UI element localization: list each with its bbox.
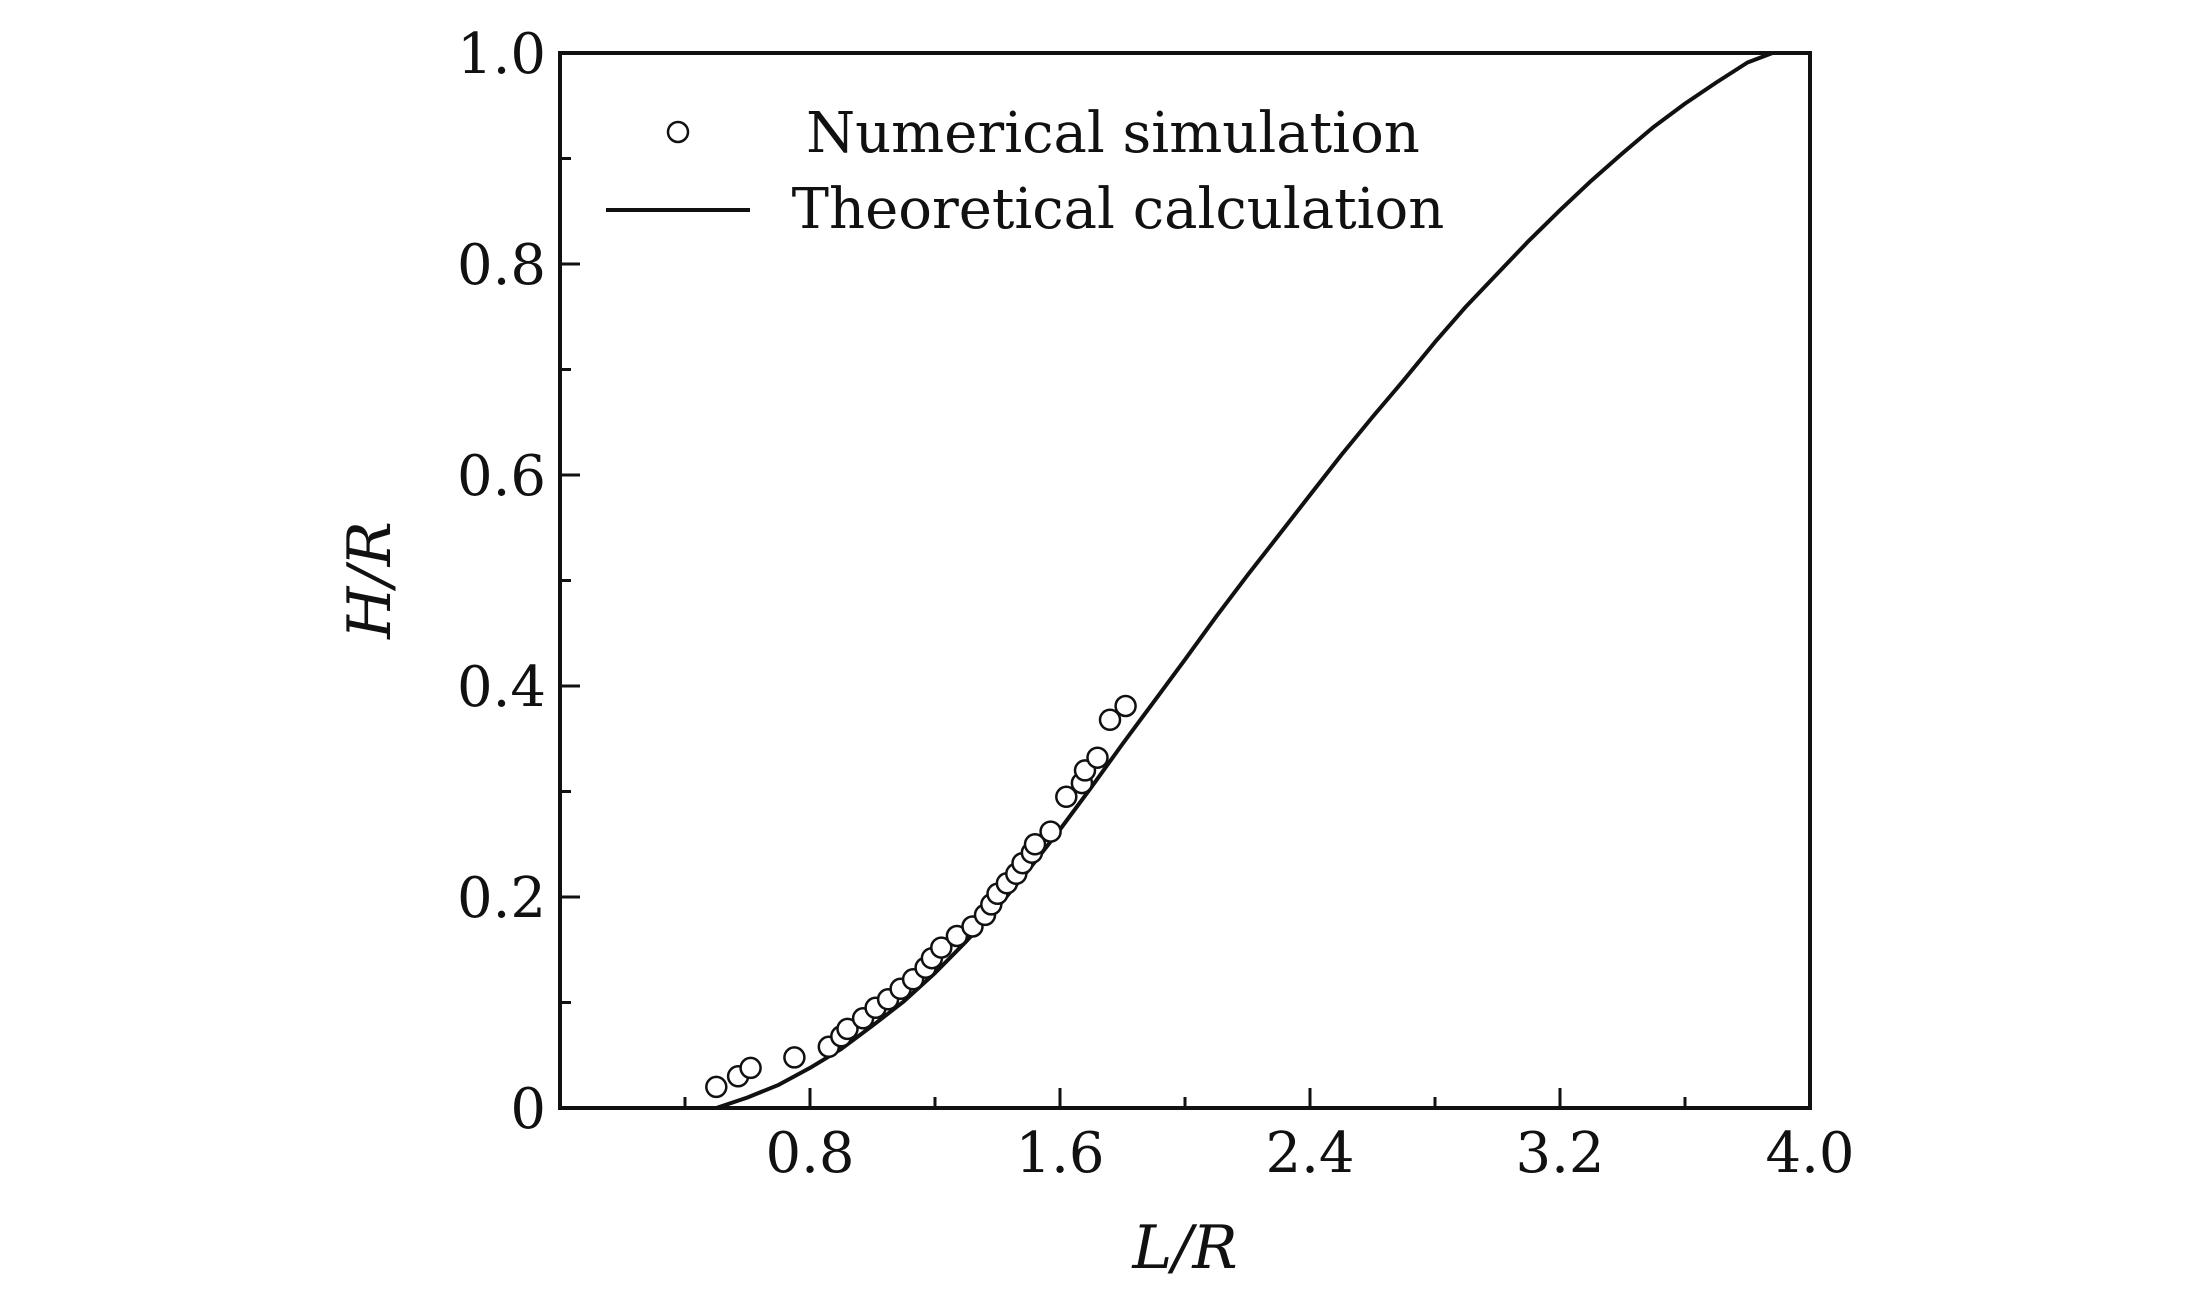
numerical-simulation-point: [705, 1075, 728, 1099]
legend-label-numerical-simulation: Numerical simulation: [806, 101, 1420, 166]
x-axis-title: L/R: [1131, 1213, 1237, 1283]
numerical-simulation-point: [1023, 833, 1047, 856]
y-tick-label: 0.8: [457, 233, 546, 298]
numerical-simulation-point: [1039, 820, 1062, 843]
numerical-simulation-series: [705, 694, 1137, 1099]
numerical-simulation-point: [1098, 708, 1122, 732]
numerical-simulation-point: [739, 1056, 762, 1080]
y-tick-label: 0: [510, 1077, 546, 1142]
numerical-simulation-point: [930, 936, 953, 959]
numerical-simulation-point: [1055, 785, 1078, 809]
y-axis-ticks: 0 0.2 0.4 0.6 0.8 1.0: [457, 22, 580, 1142]
numerical-simulation-point: [836, 1017, 859, 1041]
y-tick-label: 0.6: [457, 444, 546, 509]
x-tick-label: 2.4: [1265, 1121, 1354, 1186]
legend: Numerical simulation Theoretical calcula…: [606, 101, 1444, 242]
x-axis-ticks: 0.8 1.6 2.4 3.2 4.0: [683, 1088, 1855, 1186]
numerical-simulation-point: [783, 1046, 806, 1069]
x-tick-label: 0.8: [765, 1121, 854, 1186]
y-tick-label: 1.0: [457, 22, 546, 87]
y-tick-label: 0.4: [457, 655, 546, 720]
x-tick-label: 1.6: [1015, 1121, 1104, 1186]
y-tick-label: 0.2: [457, 866, 546, 931]
numerical-simulation-point: [1114, 694, 1137, 718]
theoretical-calculation-series: [715, 51, 1774, 1110]
numerical-simulation-point: [1086, 746, 1109, 769]
theoretical-calculation-line: [715, 51, 1774, 1110]
legend-label-theoretical-calculation: Theoretical calculation: [792, 177, 1445, 242]
x-tick-label: 3.2: [1515, 1121, 1604, 1186]
y-axis-title: H/R: [335, 521, 405, 640]
x-tick-label: 4.0: [1765, 1121, 1854, 1186]
legend-marker-numerical-simulation: [666, 120, 690, 144]
